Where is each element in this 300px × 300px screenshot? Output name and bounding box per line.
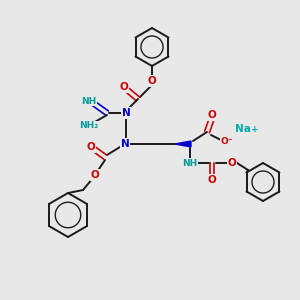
Text: NH: NH [182, 158, 198, 167]
Text: O: O [228, 158, 236, 168]
Text: O: O [91, 170, 99, 180]
Text: +: + [251, 124, 259, 134]
Polygon shape [175, 141, 191, 147]
Text: Na: Na [235, 124, 251, 134]
Text: O: O [208, 110, 216, 120]
Text: O: O [87, 142, 95, 152]
Text: O: O [120, 82, 128, 92]
Text: NH: NH [81, 97, 97, 106]
Text: O: O [208, 175, 216, 185]
Text: NH₂: NH₂ [80, 122, 99, 130]
Text: O: O [148, 76, 156, 86]
Text: N: N [121, 139, 129, 149]
Text: O⁻: O⁻ [221, 136, 233, 146]
Text: N: N [122, 108, 130, 118]
